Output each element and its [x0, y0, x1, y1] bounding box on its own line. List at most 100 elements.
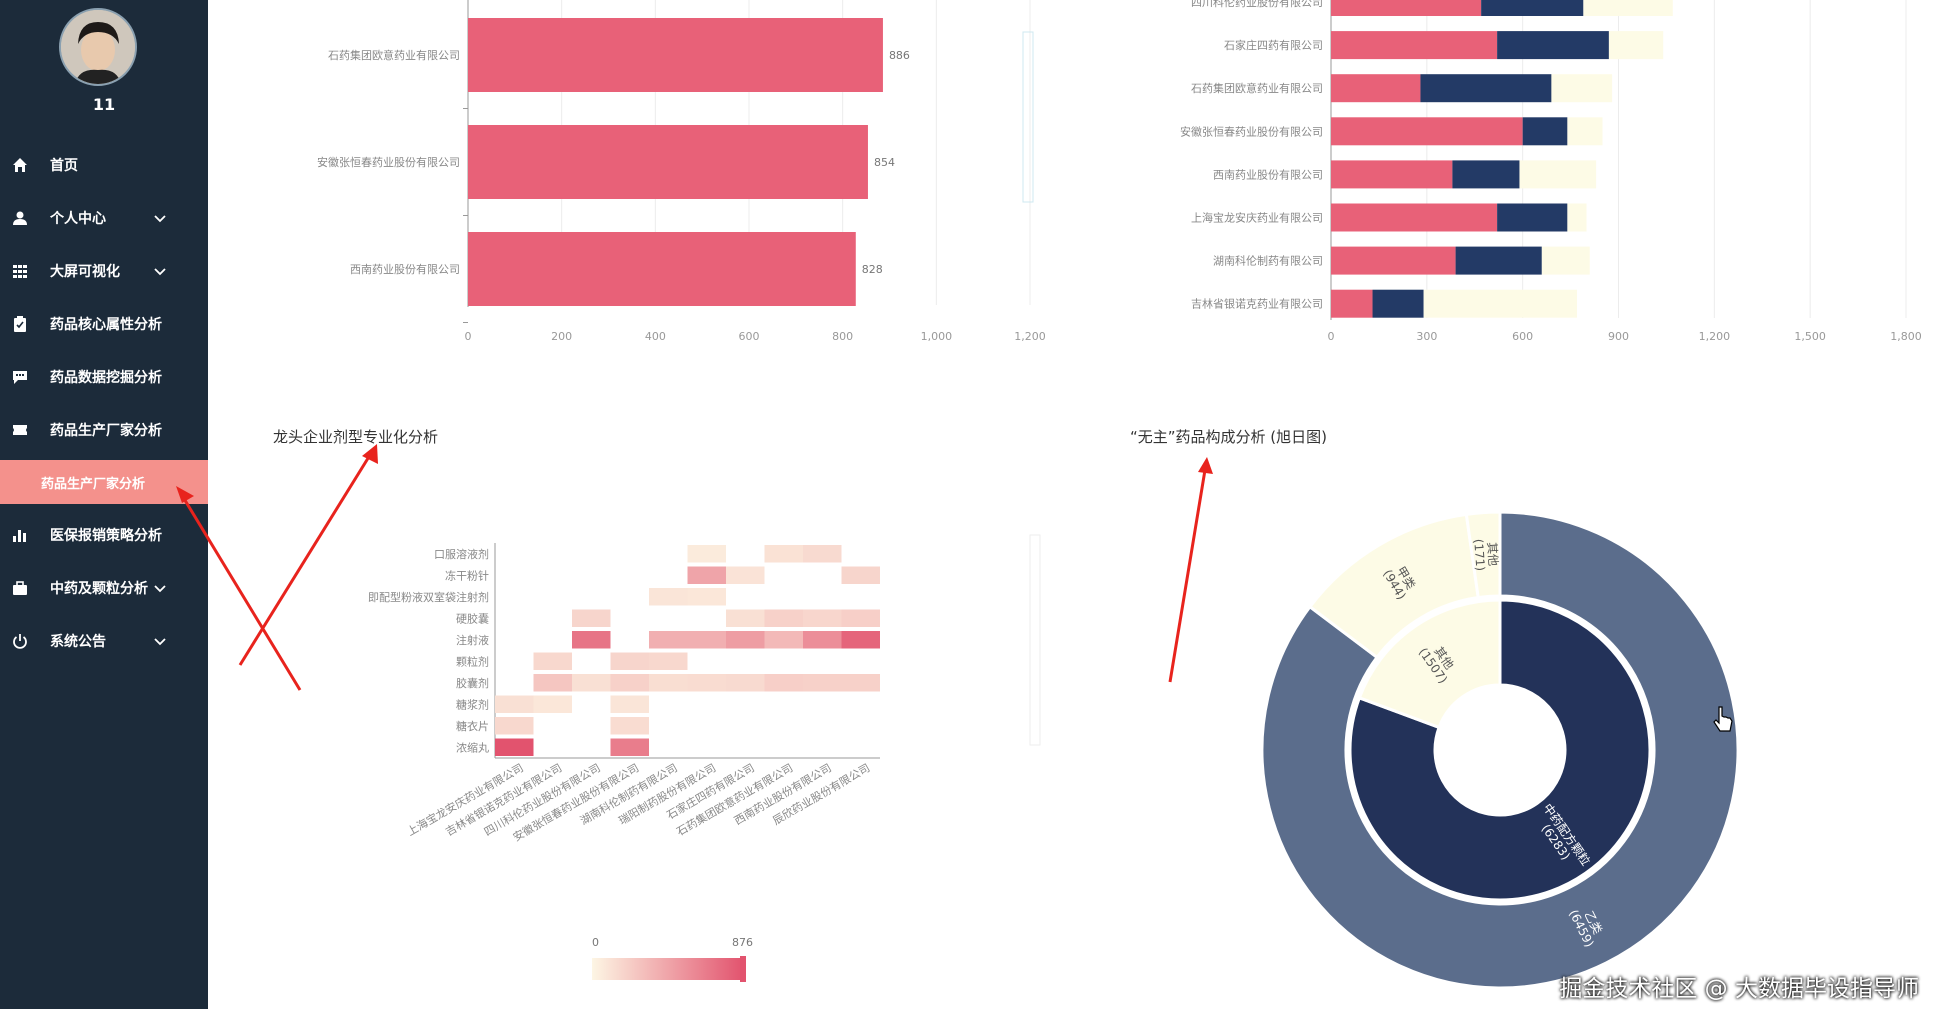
user-icon — [13, 211, 27, 225]
bar-segment — [1567, 203, 1587, 232]
heatmap-cell — [610, 717, 649, 735]
visualmap-bar — [592, 958, 744, 980]
category-label: 上海宝龙安庆药业有限公司 — [1191, 211, 1323, 225]
sidebar: 11 首页 个人中心 大屏可视化 药品核心属性分析 药品数据挖掘分析 药品生产厂家分析 药品… — [0, 0, 208, 1009]
heatmap-cell — [726, 566, 765, 584]
x-tick-label: 600 — [1512, 330, 1533, 343]
heatmap-cell — [687, 588, 726, 606]
bar-chart-icon — [13, 530, 26, 542]
heatmap-cell — [649, 588, 688, 606]
sidebar-item-label: 药品数据挖掘分析 — [50, 370, 162, 386]
visualmap-max-label: 876 — [732, 936, 753, 949]
sidebar-item-label: 个人中心 — [50, 211, 106, 227]
x-tick-label: 200 — [551, 330, 572, 343]
data-label: 828 — [862, 263, 883, 276]
heatmap-cell — [610, 738, 649, 756]
heatmap-cell — [495, 738, 534, 756]
bar-segment — [1522, 117, 1568, 146]
heatmap-cell — [533, 695, 572, 713]
x-tick-label: 600 — [739, 330, 760, 343]
sidebar-subitem-manufacturer-analysis[interactable]: 药品生产厂家分析 — [0, 460, 208, 504]
bar — [468, 125, 868, 199]
bar-segment — [1567, 117, 1603, 146]
outer-ring-label: 其他(171) — [1471, 537, 1500, 571]
sidebar-subitem-label: 药品生产厂家分析 — [41, 476, 146, 492]
briefcase-icon — [13, 581, 27, 595]
sidebar-item-5[interactable]: 药品生产厂家分析 — [0, 410, 208, 450]
datazoom-slider — [1029, 534, 1041, 746]
bar-segment — [1331, 117, 1523, 146]
heatmap-cell — [764, 545, 803, 563]
y-tick-label: 口服溶液剂 — [434, 547, 489, 561]
heatmap-cell — [495, 695, 534, 713]
sidebar-item-label: 药品生产厂家分析 — [50, 423, 162, 439]
bar-segment — [1331, 203, 1498, 232]
inner-ring-segment — [1357, 598, 1502, 730]
sidebar-item-3[interactable]: 药品核心属性分析 — [0, 304, 208, 344]
heatmap-cell — [726, 631, 765, 649]
x-tick-label: 900 — [1608, 330, 1629, 343]
category-label: 安徽张恒春药业股份有限公司 — [317, 155, 460, 169]
chevron-down-icon — [154, 638, 166, 646]
bar-segment — [1331, 31, 1498, 60]
outer-ring-segment — [1464, 510, 1502, 600]
data-label: 854 — [874, 156, 895, 169]
y-tick-label: 即配型粉液双室袋注射剂 — [368, 590, 489, 604]
heatmap-cell — [803, 631, 842, 649]
category-label: 石药集团欧意药业有限公司 — [1191, 81, 1323, 95]
watermark: 掘金技术社区 @ 大数据毕设指导师 — [1559, 976, 1919, 1002]
heatmap-cell — [841, 609, 880, 627]
heatmap-cell — [803, 674, 842, 692]
visualmap-handle — [740, 956, 746, 982]
bar — [468, 18, 883, 92]
category-label: 石家庄四药有限公司 — [1224, 38, 1323, 52]
sidebar-item-2[interactable]: 大屏可视化 — [0, 251, 208, 291]
outer-ring-segment — [1260, 510, 1740, 990]
x-tick-label: 0 — [465, 330, 472, 343]
sidebar-item-label: 大屏可视化 — [50, 264, 120, 280]
y-tick-label: 冻干粉针 — [445, 568, 489, 582]
bar-segment — [1452, 160, 1520, 189]
bar-segment — [1455, 246, 1542, 275]
username: 11 — [92, 95, 116, 114]
heatmap-cell — [533, 652, 572, 670]
x-tick-label: 300 — [1416, 330, 1437, 343]
x-tick-label: 800 — [832, 330, 853, 343]
heatmap-cell — [610, 695, 649, 713]
x-tick-label: 1,200 — [1014, 330, 1046, 343]
y-tick-label: 注射液 — [456, 633, 489, 647]
category-label: 西南药业股份有限公司 — [1213, 167, 1323, 181]
category-label: 安徽张恒春药业股份有限公司 — [1180, 124, 1323, 138]
ticket-icon — [13, 425, 27, 435]
chevron-down-icon — [154, 215, 166, 223]
chevron-down-icon — [154, 585, 166, 593]
heatmap-cell — [687, 631, 726, 649]
arrow-line — [1168, 469, 1207, 683]
dosage-form-heatmap: 口服溶液剂冻干粉针即配型粉液双室袋注射剂硬胶囊注射液颗粒剂胶囊剂糖浆剂糖衣片浓缩… — [368, 534, 1041, 982]
bar-segment — [1481, 0, 1584, 16]
bar-segment — [1497, 203, 1568, 232]
sidebar-item-4[interactable]: 药品数据挖掘分析 — [0, 357, 208, 397]
sidebar-item-6[interactable]: 医保报销策略分析 — [0, 515, 208, 555]
bar-segment — [1583, 0, 1673, 16]
heatmap-cell — [841, 566, 880, 584]
heatmap-title: 龙头企业剂型专业化分析 — [273, 428, 439, 446]
heatmap-cell — [572, 609, 611, 627]
heatmap-cell — [572, 674, 611, 692]
bar-segment — [1331, 74, 1421, 103]
sidebar-item-1[interactable]: 个人中心 — [0, 198, 208, 238]
comment-icon — [13, 371, 27, 384]
unowned-drug-sunburst-chart: 中药配方颗粒(6283)其他(1507)乙类(6459)甲类(944)其他(17… — [1260, 510, 1740, 990]
heatmap-cell — [726, 674, 765, 692]
data-label: 886 — [889, 49, 910, 62]
heatmap-cell — [803, 545, 842, 563]
sidebar-item-label: 首页 — [50, 158, 78, 174]
avatar[interactable] — [59, 8, 137, 86]
sidebar-item-label: 系统公告 — [50, 634, 106, 650]
mouse-cursor-icon — [1713, 706, 1733, 732]
sidebar-item-7[interactable]: 中药及颗粒分析 — [0, 568, 208, 608]
sidebar-item-0[interactable]: 首页 — [0, 145, 208, 185]
bar-segment — [1519, 160, 1597, 189]
chevron-down-icon — [154, 268, 166, 276]
sidebar-item-8[interactable]: 系统公告 — [0, 621, 208, 661]
